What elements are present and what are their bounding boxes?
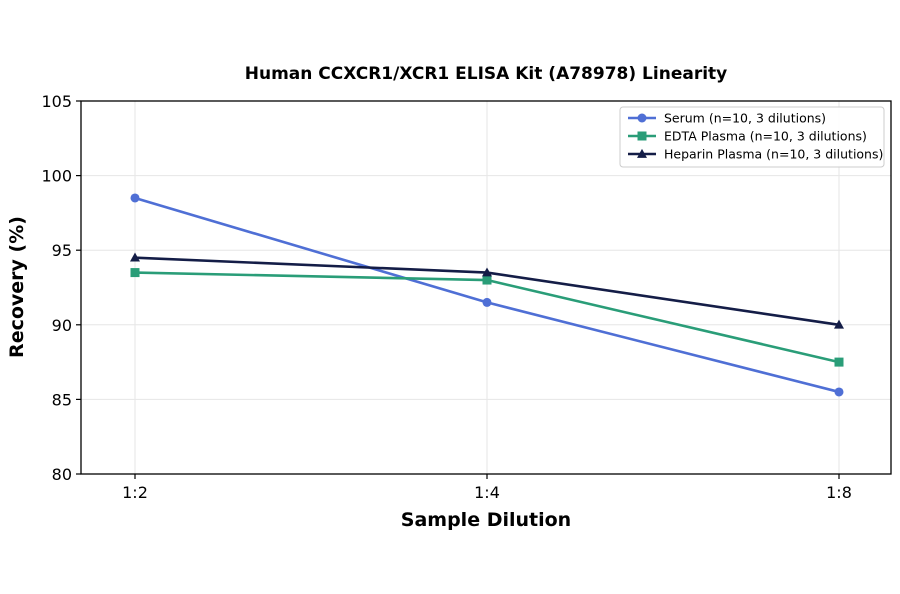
data-point xyxy=(482,267,492,277)
legend: Serum (n=10, 3 dilutions) EDTA Plasma (n=… xyxy=(619,106,885,168)
data-point xyxy=(834,387,844,397)
legend-item: EDTA Plasma (n=10, 3 dilutions) xyxy=(628,129,867,144)
y-tick-label: 80 xyxy=(52,465,72,484)
x-tick-label: 1:2 xyxy=(122,483,148,502)
data-point xyxy=(482,275,492,285)
legend-item: Serum (n=10, 3 dilutions) xyxy=(628,111,826,126)
series-1 xyxy=(130,268,844,367)
y-tick-label: 90 xyxy=(52,316,72,335)
data-point xyxy=(834,357,844,367)
y-tick-label: 105 xyxy=(41,92,72,111)
y-tick-label: 85 xyxy=(52,390,72,409)
legend-swatch-marker xyxy=(637,131,647,141)
legend-box xyxy=(619,106,885,168)
data-point xyxy=(834,319,844,329)
series xyxy=(130,193,844,397)
data-point xyxy=(130,268,140,278)
legend-swatch-marker xyxy=(637,148,647,158)
series-2 xyxy=(130,252,844,329)
legend-label: Heparin Plasma (n=10, 3 dilutions) xyxy=(664,147,883,162)
axis-ticks: 80 85 90 95 100 105 1:2 1:4 1:8 xyxy=(41,92,851,502)
chart-title: Human CCXCR1/XCR1 ELISA Kit (A78978) Lin… xyxy=(245,64,727,84)
series-0 xyxy=(130,193,844,397)
legend-swatch-marker xyxy=(637,113,647,123)
data-point xyxy=(482,297,492,307)
y-tick-label: 95 xyxy=(52,241,72,260)
y-tick-label: 100 xyxy=(41,167,72,186)
x-tick-label: 1:4 xyxy=(474,483,500,502)
data-point xyxy=(130,193,140,203)
data-point xyxy=(130,252,140,262)
legend-label: Serum (n=10, 3 dilutions) xyxy=(664,111,826,126)
x-axis-label: Sample Dilution xyxy=(401,509,571,531)
legend-item: Heparin Plasma (n=10, 3 dilutions) xyxy=(628,147,883,162)
plot-frame xyxy=(80,100,892,475)
x-tick-label: 1:8 xyxy=(826,483,852,502)
y-axis-label: Recovery (%) xyxy=(6,216,28,358)
legend-label: EDTA Plasma (n=10, 3 dilutions) xyxy=(664,129,867,144)
